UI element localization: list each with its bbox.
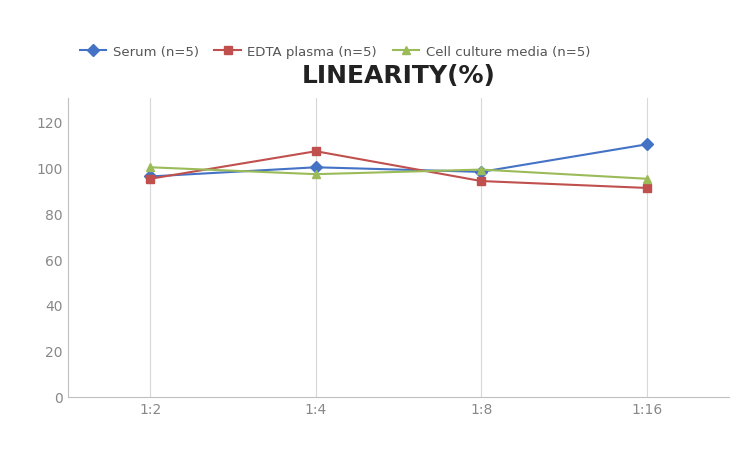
EDTA plasma (n=5) [477, 179, 486, 184]
Serum (n=5) [477, 170, 486, 175]
EDTA plasma (n=5) [642, 186, 651, 191]
Cell culture media (n=5) [146, 165, 155, 170]
Line: Serum (n=5): Serum (n=5) [146, 141, 651, 181]
Serum (n=5) [311, 165, 320, 170]
EDTA plasma (n=5) [146, 177, 155, 182]
Title: LINEARITY(%): LINEARITY(%) [302, 64, 496, 87]
Serum (n=5) [642, 143, 651, 148]
Serum (n=5) [146, 175, 155, 180]
Cell culture media (n=5) [477, 167, 486, 173]
Cell culture media (n=5) [311, 172, 320, 178]
Cell culture media (n=5) [642, 177, 651, 182]
EDTA plasma (n=5) [311, 149, 320, 155]
Legend: Serum (n=5), EDTA plasma (n=5), Cell culture media (n=5): Serum (n=5), EDTA plasma (n=5), Cell cul… [74, 40, 596, 64]
Line: EDTA plasma (n=5): EDTA plasma (n=5) [146, 148, 651, 193]
Line: Cell culture media (n=5): Cell culture media (n=5) [146, 164, 651, 184]
